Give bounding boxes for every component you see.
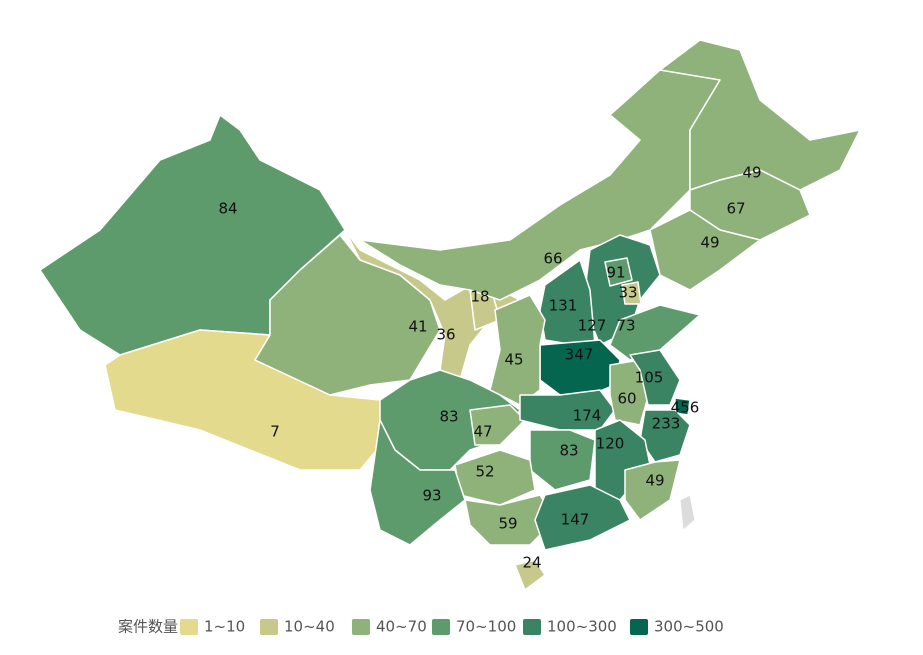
region-label: 456	[671, 399, 700, 417]
region	[454, 449, 536, 506]
region-label: 45	[504, 351, 523, 369]
region-label: 233	[652, 415, 681, 433]
region-label: 36	[436, 326, 455, 344]
legend-label: 70~100	[456, 618, 516, 636]
region-label: 66	[543, 250, 562, 268]
region	[514, 559, 546, 591]
legend-swatch	[523, 619, 541, 635]
region-label: 33	[618, 284, 637, 302]
region	[534, 484, 631, 551]
region-label: 147	[561, 511, 590, 529]
region	[489, 294, 546, 406]
region	[674, 397, 691, 416]
region	[659, 39, 861, 191]
region-label: 7	[270, 423, 280, 441]
region-label: 41	[408, 318, 427, 336]
legend-swatch	[432, 619, 450, 635]
region-label: 83	[559, 442, 578, 460]
region	[649, 209, 761, 291]
region-label: 47	[473, 423, 492, 441]
legend-label: 300~500	[654, 618, 724, 636]
legend-swatch	[352, 619, 370, 635]
legend-title: 案件数量	[118, 618, 178, 636]
region-label: 49	[742, 164, 761, 182]
region-label: 18	[470, 288, 489, 306]
legend-swatch	[630, 619, 648, 635]
region-label: 83	[439, 408, 458, 426]
legend-label: 100~300	[547, 618, 617, 636]
region-label: 52	[475, 463, 494, 481]
region-label: 91	[606, 264, 625, 282]
region-label: 49	[645, 472, 664, 490]
unlabeled-region	[679, 494, 696, 531]
region-label: 127	[578, 317, 607, 335]
region-label: 73	[616, 317, 635, 335]
region	[621, 281, 642, 305]
region-label: 131	[549, 297, 578, 315]
region-label: 67	[726, 200, 745, 218]
region	[629, 349, 681, 406]
region	[604, 257, 633, 287]
region-label: 49	[700, 234, 719, 252]
region-label: 24	[522, 554, 541, 572]
legend-label: 1~10	[204, 618, 245, 636]
region	[344, 229, 521, 381]
region-label: 60	[617, 390, 636, 408]
region-label: 93	[422, 487, 441, 505]
region	[254, 234, 441, 396]
region-label: 120	[596, 435, 625, 453]
region-label: 347	[565, 346, 594, 364]
legend-swatch	[180, 619, 198, 635]
region	[624, 459, 681, 521]
region-label: 59	[498, 515, 517, 533]
legend-label: 10~40	[284, 618, 335, 636]
region	[519, 389, 616, 431]
region-label: 84	[218, 200, 237, 218]
region	[469, 404, 526, 446]
region	[369, 419, 466, 546]
legend-swatch	[260, 619, 278, 635]
region	[529, 429, 596, 491]
region	[539, 339, 621, 396]
region-label: 174	[573, 407, 602, 425]
region-label: 105	[635, 369, 664, 387]
legend-label: 40~70	[376, 618, 427, 636]
